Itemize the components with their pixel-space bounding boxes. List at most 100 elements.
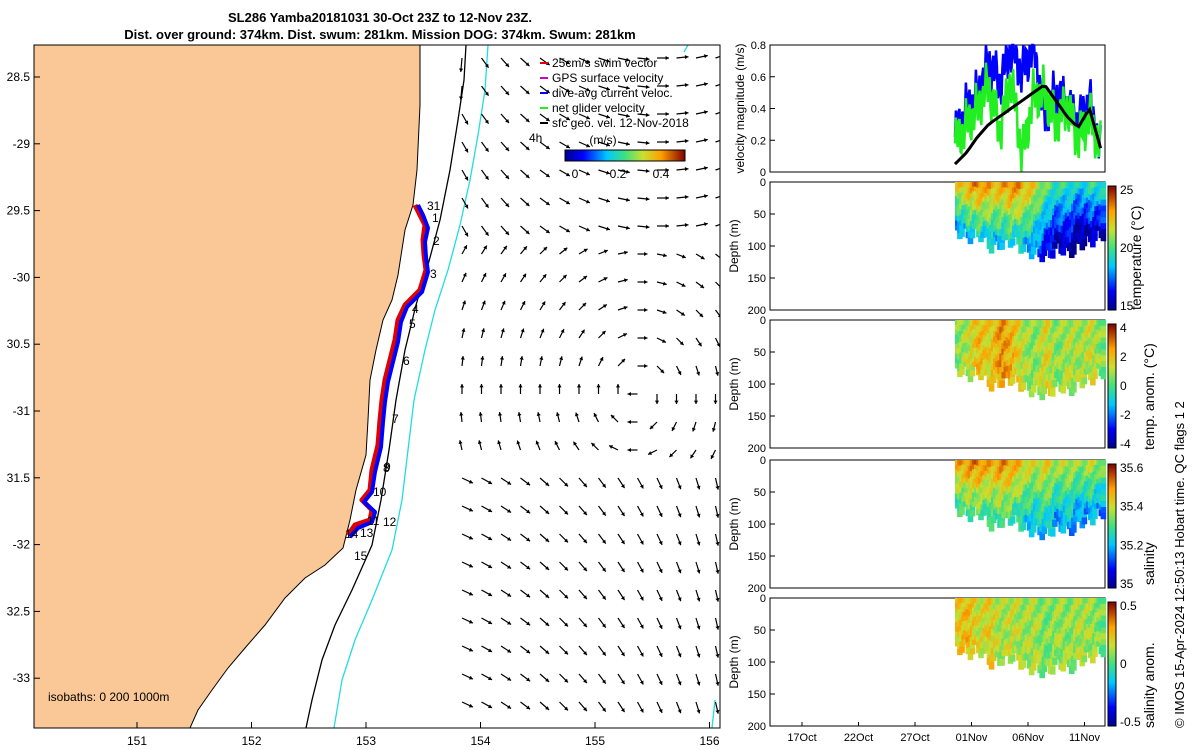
velocity-series bbox=[953, 84, 1103, 166]
velocity-arrowhead bbox=[484, 175, 489, 180]
day-label: 13 bbox=[360, 526, 374, 540]
velocity-arrowhead bbox=[525, 62, 530, 67]
velocity-arrowhead bbox=[620, 708, 625, 713]
velocity-arrowhead bbox=[602, 623, 606, 628]
section-ytick-label: 0 bbox=[760, 593, 766, 605]
section-colorbar-tick: -4 bbox=[1120, 437, 1131, 451]
section-cell bbox=[1100, 182, 1107, 189]
section-cell bbox=[988, 661, 995, 670]
velocity-arrowhead bbox=[606, 142, 610, 147]
velocity-arrowhead bbox=[696, 653, 701, 658]
velocity-arrowhead bbox=[565, 144, 570, 149]
velocity-arrowhead bbox=[644, 335, 648, 341]
velocity-arrowhead bbox=[665, 55, 669, 61]
velocity-arrowhead bbox=[464, 232, 469, 237]
velocity-arrowhead bbox=[545, 594, 550, 598]
velocity-arrowhead bbox=[477, 440, 482, 445]
time-tick-label: 22Oct bbox=[844, 732, 873, 744]
section-cell bbox=[1039, 531, 1046, 541]
section-cell bbox=[999, 658, 1005, 666]
legend-entry: dive-avg current veloc. bbox=[552, 86, 673, 100]
velocity-arrowhead bbox=[658, 624, 663, 629]
section-cell bbox=[1100, 633, 1107, 640]
velocity-arrow bbox=[715, 167, 720, 171]
section-ytick-label: 50 bbox=[754, 347, 766, 359]
section-cell bbox=[1028, 389, 1035, 398]
time-tick-label: 27Oct bbox=[900, 732, 929, 744]
velocity-arrowhead bbox=[625, 225, 630, 230]
velocity-arrowhead bbox=[690, 454, 695, 459]
velocity-arrowhead bbox=[540, 328, 545, 333]
section-cell bbox=[1020, 522, 1027, 531]
velocity-arrowhead bbox=[458, 440, 463, 445]
section-cell bbox=[1092, 650, 1098, 657]
velocity-ytick-label: 0.2 bbox=[751, 135, 766, 147]
section-ytick-label: 100 bbox=[748, 519, 766, 531]
legend-entry: 25cm/s swim vector bbox=[552, 56, 657, 70]
velocity-arrowhead bbox=[602, 651, 606, 656]
section-cell bbox=[1100, 343, 1107, 350]
velocity-arrowhead bbox=[665, 167, 669, 173]
section-cell bbox=[1071, 246, 1077, 255]
section-cell bbox=[1100, 471, 1107, 479]
velocity-arrowhead bbox=[623, 278, 628, 283]
section-colorbar-tick: 35.4 bbox=[1120, 500, 1144, 514]
section-cell bbox=[1062, 240, 1069, 248]
velocity-arrowhead bbox=[564, 622, 568, 627]
section-cell bbox=[978, 373, 984, 381]
velocity-arrowhead bbox=[487, 564, 492, 568]
velocity-arrowhead bbox=[585, 59, 590, 64]
velocity-arrowhead bbox=[564, 678, 568, 683]
section-cell bbox=[1028, 529, 1035, 538]
velocity-arrowhead bbox=[681, 283, 686, 287]
velocity-arrowhead bbox=[555, 412, 560, 417]
day-label: 1 bbox=[432, 211, 439, 225]
velocity-arrowhead bbox=[526, 677, 531, 682]
velocity-arrowhead bbox=[484, 119, 489, 124]
velocity-arrowhead bbox=[582, 302, 587, 307]
velocity-arrow bbox=[715, 83, 720, 87]
velocity-arrowhead bbox=[700, 284, 704, 288]
section-cell bbox=[1028, 667, 1035, 676]
section-colorbar-tick: 35 bbox=[1120, 577, 1134, 591]
section-ytick-label: 100 bbox=[748, 657, 766, 669]
velocity-arrowhead bbox=[583, 511, 587, 516]
lat-ticks: 28.5 -29 29.5 -30 30.5 -31 31.5 -32 32.5 -33 bbox=[7, 70, 40, 685]
velocity-arrowhead bbox=[606, 58, 610, 63]
velocity-arrowhead bbox=[459, 68, 464, 72]
velocity-arrowhead bbox=[665, 111, 669, 117]
velocity-arrowhead bbox=[481, 328, 486, 333]
velocity-arrowhead bbox=[507, 592, 512, 597]
colorbar-title: (m/s) bbox=[589, 133, 616, 147]
velocity-arrowhead bbox=[464, 148, 469, 153]
section-colorbar-tick: 35.6 bbox=[1120, 461, 1144, 475]
section-cell bbox=[1100, 372, 1107, 380]
surface-velocity-arrows bbox=[458, 54, 720, 714]
section-cell bbox=[959, 646, 965, 653]
velocity-arrowhead bbox=[525, 90, 530, 95]
colorbar-tick: 0 bbox=[572, 167, 579, 181]
velocity-arrowhead bbox=[644, 363, 648, 369]
velocity-arrowhead bbox=[620, 512, 625, 517]
velocity-arrowhead bbox=[583, 679, 587, 684]
velocity-arrowhead bbox=[677, 541, 682, 546]
velocity-arrowhead bbox=[696, 371, 701, 376]
section-cell bbox=[959, 508, 965, 515]
velocity-arrowhead bbox=[606, 114, 610, 119]
section-ytick-label: 0 bbox=[760, 315, 766, 327]
velocity-arrowhead bbox=[525, 118, 530, 123]
section-cell bbox=[1062, 656, 1069, 664]
velocity-arrowhead bbox=[696, 681, 701, 686]
section-cell bbox=[990, 654, 997, 662]
section-cell bbox=[1100, 355, 1107, 362]
section-cell bbox=[980, 647, 986, 654]
section-cell bbox=[978, 235, 984, 243]
section-cell bbox=[1020, 660, 1027, 669]
velocity-arrowhead bbox=[468, 647, 473, 652]
section-cell bbox=[1081, 649, 1088, 656]
velocity-arrowhead bbox=[487, 676, 492, 680]
section-cell bbox=[1081, 239, 1088, 247]
velocity-arrowhead bbox=[645, 84, 650, 89]
velocity-arrowhead bbox=[505, 90, 510, 95]
velocity-arrowhead bbox=[585, 87, 590, 92]
